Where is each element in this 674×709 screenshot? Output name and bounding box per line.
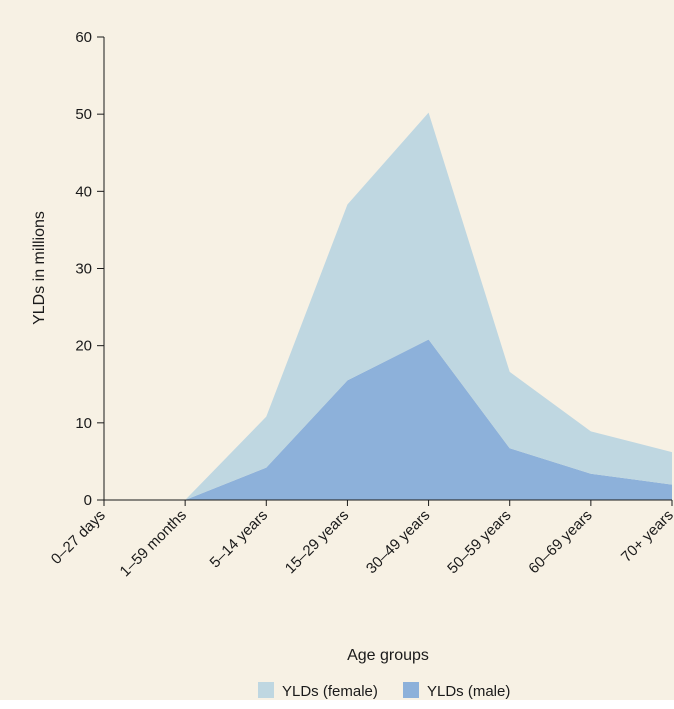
y-tick-label: 0	[84, 492, 92, 509]
x-tick-label: 60–69 years	[525, 507, 595, 577]
y-tick-label: 20	[75, 338, 92, 355]
x-tick-label: 50–59 years	[444, 507, 514, 577]
x-tick-label: 5–14 years	[207, 507, 272, 572]
x-axis: 0–27 days 1–59 months 5–14 years 15–29 year…	[48, 499, 674, 580]
legend-swatch-ylds-male	[403, 682, 419, 698]
chart-areas	[104, 112, 672, 500]
legend-label-ylds-female: YLDs (female)	[282, 683, 378, 700]
x-tick-label: 1–59 months	[117, 507, 190, 580]
legend-label-ylds-male: YLDs (male)	[427, 683, 510, 700]
legend-swatch-ylds-female	[258, 682, 274, 698]
x-tick-label: 15–29 years	[282, 507, 352, 577]
y-tick-label: 30	[75, 261, 92, 278]
y-tick-label: 10	[75, 415, 92, 432]
legend: YLDs (female) YLDs (male)	[258, 682, 510, 700]
y-tick-label: 60	[75, 29, 92, 46]
y-axis-title: YLDs in millions	[31, 211, 48, 325]
x-tick-label: 70+ years	[618, 507, 674, 566]
area-series-ylds-female	[104, 112, 672, 500]
area-series-ylds-male	[104, 339, 672, 500]
x-axis-title: Age groups	[347, 647, 429, 664]
y-tick-label: 40	[75, 183, 92, 200]
y-axis: 0 10 20 30 40 50 60	[75, 29, 105, 509]
x-tick-label: 0–27 days	[48, 507, 109, 568]
y-tick-label: 50	[75, 106, 92, 123]
x-tick-label: 30–49 years	[363, 507, 433, 577]
